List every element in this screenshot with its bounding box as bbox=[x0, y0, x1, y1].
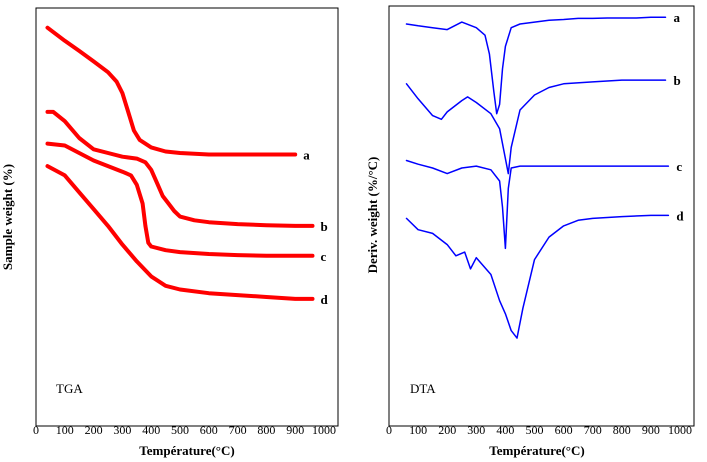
x-tick-label: 900 bbox=[286, 423, 304, 437]
series-label-a: a bbox=[674, 10, 681, 25]
series-line-b bbox=[45, 109, 315, 228]
x-tick-label: 800 bbox=[613, 423, 631, 437]
x-tick-label: 400 bbox=[496, 423, 514, 437]
dta-x-axis-label: Température(°C) bbox=[489, 443, 584, 458]
series-line-c bbox=[405, 159, 670, 250]
series-line-a bbox=[405, 16, 667, 115]
x-tick-label: 500 bbox=[171, 423, 189, 437]
dta-title: DTA bbox=[410, 381, 436, 396]
x-tick-label: 500 bbox=[526, 423, 544, 437]
x-tick-label: 100 bbox=[56, 423, 74, 437]
dta-frame bbox=[388, 5, 695, 427]
tga-panel: 0 100 200 300 400 500 600 700 800 900 1000 a bc d TG… bbox=[0, 7, 339, 458]
series-label-c: c bbox=[676, 159, 682, 174]
series-line-d bbox=[45, 164, 315, 301]
series-label-d: d bbox=[676, 208, 684, 223]
series-label-d: d bbox=[321, 292, 329, 307]
series-line-c bbox=[45, 141, 315, 258]
x-tick-label: 300 bbox=[113, 423, 131, 437]
dta-y-axis-label: Deriv. weight (%/°C) bbox=[365, 157, 380, 274]
x-tick-label: 200 bbox=[438, 423, 456, 437]
series-line-b bbox=[405, 79, 667, 175]
tga-series bbox=[45, 25, 315, 301]
dta-x-ticks: 0 100 200 300 400 500 600 700 800 900 1000 bbox=[386, 423, 692, 437]
dta-series bbox=[405, 16, 670, 339]
x-tick-label: 0 bbox=[386, 423, 392, 437]
tga-x-axis-label: Température(°C) bbox=[139, 443, 234, 458]
series-label-b: b bbox=[321, 219, 328, 234]
series-label-a: a bbox=[303, 148, 310, 163]
tga-curve-labels: a bc d bbox=[303, 148, 328, 307]
x-tick-label: 200 bbox=[85, 423, 103, 437]
series-line-a bbox=[45, 25, 298, 157]
dta-panel: 0 100 200 300 400 500 600 700 800 900 1000 a b c d DT… bbox=[365, 5, 695, 458]
dta-curve-labels: a b c d bbox=[674, 10, 685, 223]
tga-y-axis-label: Sample weight (%) bbox=[0, 164, 15, 270]
x-tick-label: 100 bbox=[409, 423, 427, 437]
tga-title: TGA bbox=[56, 381, 83, 396]
x-tick-label: 1000 bbox=[312, 423, 336, 437]
x-tick-label: 900 bbox=[642, 423, 660, 437]
x-tick-label: 800 bbox=[257, 423, 275, 437]
x-tick-label: 700 bbox=[584, 423, 602, 437]
x-tick-label: 1000 bbox=[668, 423, 692, 437]
series-line-d bbox=[405, 214, 670, 339]
x-tick-label: 600 bbox=[555, 423, 573, 437]
x-tick-label: 400 bbox=[142, 423, 160, 437]
series-label-b: b bbox=[674, 73, 681, 88]
x-tick-label: 300 bbox=[467, 423, 485, 437]
tga-x-ticks: 0 100 200 300 400 500 600 700 800 900 1000 bbox=[33, 423, 336, 437]
tga-frame bbox=[35, 7, 339, 427]
x-tick-label: 600 bbox=[200, 423, 218, 437]
series-label-c: c bbox=[321, 249, 327, 264]
x-tick-label: 0 bbox=[33, 423, 39, 437]
x-tick-label: 700 bbox=[229, 423, 247, 437]
